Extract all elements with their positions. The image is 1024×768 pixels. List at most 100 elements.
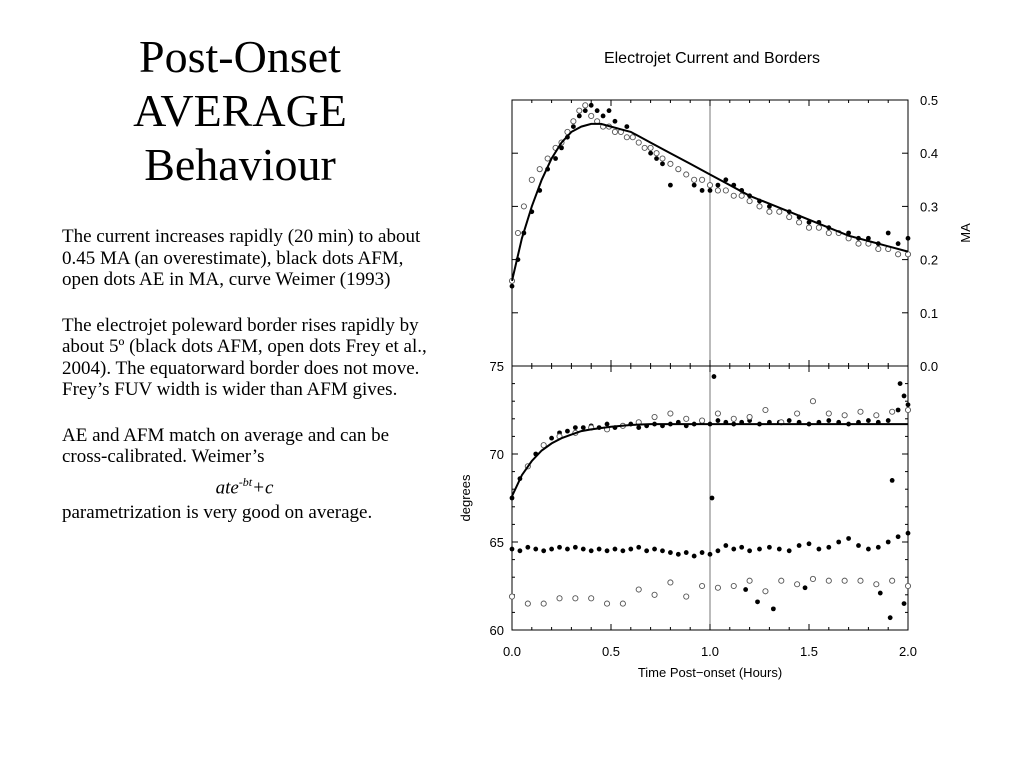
data-point-filled: [905, 530, 911, 536]
data-point-filled: [541, 548, 547, 554]
data-point-open: [794, 581, 801, 588]
chart-title: Electrojet Current and Borders: [604, 50, 820, 67]
data-point-filled: [715, 548, 721, 554]
data-point-open: [778, 577, 785, 584]
data-point-filled: [654, 156, 659, 161]
title-line: Behaviour: [144, 139, 336, 190]
data-point-open: [667, 579, 674, 586]
data-point-open: [841, 577, 848, 584]
y-tick-label: 0.2: [920, 253, 938, 268]
data-point-open: [762, 588, 769, 595]
data-point-open: [904, 251, 912, 258]
data-point-open: [641, 144, 648, 151]
data-point-open: [619, 600, 626, 607]
data-point-filled: [743, 587, 749, 592]
y-tick-label: 70: [490, 447, 504, 462]
data-point-open: [699, 582, 706, 590]
data-point-open: [756, 203, 763, 210]
data-point-filled: [668, 550, 673, 555]
x-tick-label: 2.0: [899, 644, 917, 659]
data-point-filled: [517, 548, 523, 554]
data-point-open: [809, 398, 817, 405]
data-point-open: [540, 600, 547, 607]
data-point-filled: [604, 548, 610, 554]
data-point-filled: [549, 435, 554, 441]
data-point-open: [588, 112, 595, 120]
data-point-open: [623, 134, 630, 141]
data-point-filled: [565, 428, 570, 434]
body-text: The current increases rapidly (20 min) t…: [62, 226, 427, 548]
paragraph-border: The electrojet poleward border rises rap…: [62, 314, 427, 401]
data-point-filled: [866, 235, 871, 241]
data-point-filled: [612, 118, 618, 124]
data-point-filled: [570, 124, 576, 129]
data-point-filled: [628, 546, 634, 552]
data-point-filled: [895, 407, 901, 413]
data-point-filled: [509, 495, 515, 501]
data-point-filled: [660, 548, 665, 554]
x-axis-label: Time Post−onset (Hours): [638, 665, 782, 680]
data-point-filled: [770, 606, 776, 612]
data-point-filled: [576, 113, 582, 119]
data-point-filled: [901, 601, 907, 606]
data-point-filled: [731, 546, 737, 552]
data-point-filled: [709, 495, 715, 501]
data-point-filled: [699, 188, 705, 193]
data-point-filled: [580, 425, 586, 430]
data-point-open: [514, 229, 521, 237]
data-point-open: [540, 442, 547, 449]
data-point-open: [667, 160, 674, 167]
data-point-filled: [747, 548, 752, 554]
data-point-open: [714, 584, 721, 591]
data-point-open: [588, 595, 595, 602]
data-point-open: [855, 240, 862, 247]
data-point-filled: [509, 546, 515, 552]
data-point-open: [528, 176, 535, 183]
data-point-filled: [668, 182, 673, 188]
data-point-open: [746, 413, 753, 421]
data-point-open: [572, 595, 579, 602]
data-point-open: [895, 251, 902, 258]
data-point-open: [629, 134, 636, 141]
data-point-filled: [594, 108, 600, 114]
formula-exponent: -bt: [238, 474, 253, 489]
data-point-filled: [875, 544, 881, 550]
data-point-filled: [636, 544, 642, 550]
data-point-open: [786, 213, 793, 221]
data-point-filled: [885, 539, 891, 545]
y-tick-label: 0.1: [920, 306, 938, 321]
data-point-open: [714, 187, 721, 194]
y-axis-label: MA: [958, 223, 973, 243]
data-point-open: [815, 224, 822, 231]
data-point-open: [738, 192, 745, 199]
data-point-open: [805, 224, 813, 231]
data-point-open: [683, 415, 690, 422]
data-point-open: [582, 102, 589, 109]
data-point-open: [611, 128, 619, 135]
data-point-filled: [596, 546, 602, 552]
data-point-open: [508, 593, 516, 600]
data-point-filled: [565, 546, 570, 552]
data-point-open: [683, 593, 690, 600]
data-point-filled: [816, 546, 822, 552]
formula-base: ate: [215, 476, 239, 498]
data-point-open: [556, 595, 563, 602]
data-point-filled: [905, 235, 911, 241]
data-point-filled: [572, 544, 578, 550]
data-point-open: [524, 600, 531, 607]
data-point-filled: [533, 546, 539, 552]
data-point-filled: [580, 546, 586, 552]
data-point-filled: [691, 182, 697, 188]
data-point-filled: [755, 599, 760, 605]
data-point-open: [520, 203, 527, 210]
data-point-filled: [683, 550, 689, 555]
data-point-filled: [856, 543, 861, 548]
model-curve: [511, 423, 908, 497]
paragraph-current: The current increases rapidly (20 min) t…: [62, 226, 421, 290]
data-point-open: [904, 406, 912, 414]
data-point-open: [667, 410, 674, 417]
data-point-open: [875, 245, 882, 253]
data-point-filled: [600, 113, 606, 119]
data-point-filled: [739, 544, 745, 550]
y-tick-label: 0.3: [920, 199, 938, 214]
